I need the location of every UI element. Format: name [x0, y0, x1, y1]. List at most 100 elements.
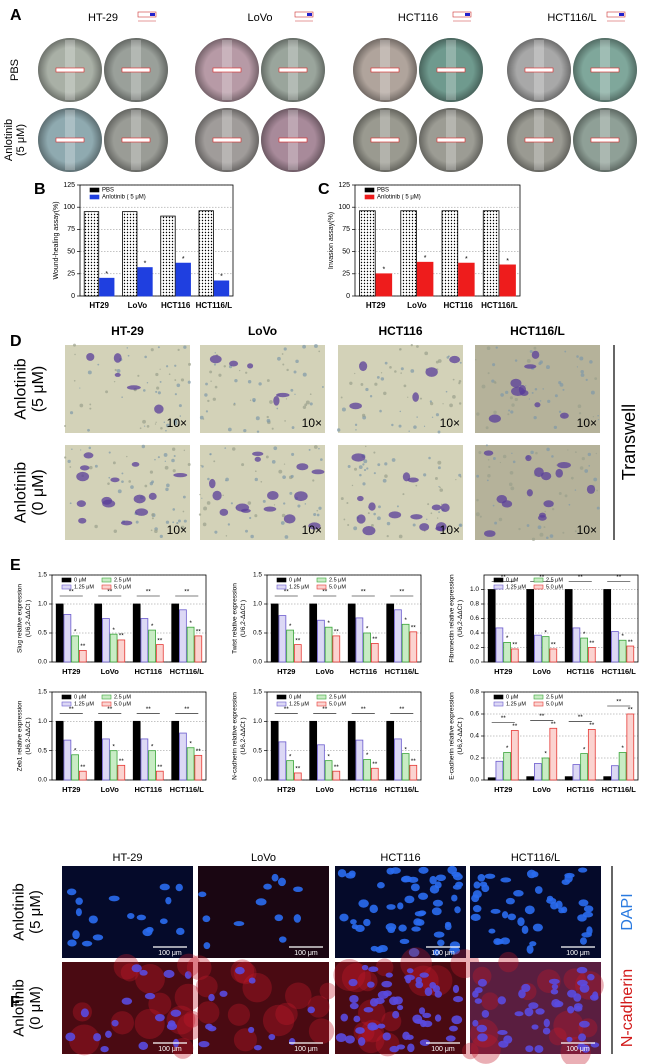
nucleus: [268, 1033, 276, 1041]
nucleus: [367, 1022, 378, 1031]
nucleus: [524, 905, 535, 915]
legend-label: 1.25 μM: [506, 701, 526, 707]
pore: [492, 457, 496, 460]
bar: [102, 738, 110, 781]
nucleus: [369, 998, 379, 1007]
nucleus: [248, 1026, 255, 1033]
nucleus: [263, 883, 272, 890]
pore: [458, 473, 462, 477]
pore: [416, 416, 418, 418]
pore: [394, 370, 397, 373]
nucleus: [405, 1034, 414, 1040]
bracket-label: **: [578, 714, 584, 721]
cytoplasm: [186, 955, 212, 981]
bar: [603, 589, 612, 663]
pore: [376, 375, 380, 379]
stained-cell: [131, 462, 140, 467]
x-tick-label: HCT116/L: [196, 301, 233, 310]
transwell-image: [65, 345, 190, 433]
cytoplasm: [233, 1028, 257, 1052]
nucleus: [418, 910, 427, 916]
fluorescence-image: [198, 866, 329, 958]
column-header: HCT116/L: [547, 12, 596, 24]
nucleus: [476, 1024, 488, 1033]
nucleus: [165, 896, 172, 905]
x-tick-label: HCT116: [566, 667, 594, 676]
pore: [209, 370, 213, 374]
pore: [439, 488, 444, 492]
bar: [510, 648, 519, 663]
pore: [159, 380, 162, 383]
pore: [437, 466, 441, 470]
pore: [436, 517, 439, 519]
bar: [580, 637, 588, 663]
significance: *: [383, 267, 386, 274]
pore: [580, 369, 584, 374]
nucleus: [477, 978, 487, 987]
pore: [302, 372, 307, 377]
pore: [154, 458, 156, 461]
stained-cell: [440, 503, 450, 512]
bar: [155, 770, 164, 781]
scale-label: [436, 137, 466, 143]
bar: [198, 210, 214, 297]
pore: [79, 403, 84, 408]
pore: [340, 497, 344, 501]
nucleus: [415, 919, 425, 926]
stained-cell: [76, 471, 90, 482]
nucleus: [350, 919, 357, 925]
bar: [278, 741, 287, 781]
nucleus: [363, 1007, 374, 1013]
bar: [347, 720, 356, 781]
pore: [412, 523, 416, 527]
y-tick-label: 1.5: [38, 572, 47, 579]
nucleus: [410, 883, 420, 892]
bar: [148, 629, 156, 663]
pore: [234, 378, 238, 383]
nucleus: [429, 981, 437, 989]
pore: [318, 350, 321, 353]
pore: [435, 477, 438, 480]
significance: *: [404, 617, 407, 624]
bar: [355, 617, 364, 663]
nucleus: [578, 867, 588, 873]
bar: [117, 764, 126, 781]
stain-label: DAPI: [619, 893, 636, 930]
x-tick-label: LoVo: [533, 785, 552, 794]
nucleus: [531, 1024, 539, 1030]
significance: *: [506, 258, 509, 265]
stained-cell: [229, 360, 239, 367]
nucleus: [203, 942, 211, 950]
pore: [222, 494, 224, 497]
pore: [108, 451, 111, 454]
pore: [353, 526, 358, 531]
pore: [492, 363, 496, 367]
y-tick-label: 1.0: [470, 586, 479, 593]
cytoplasm: [195, 975, 218, 998]
bar: [499, 264, 516, 297]
y-axis-label: (U6,2-ΔΔCt ): [25, 717, 32, 754]
nucleus: [451, 1015, 463, 1025]
pore: [312, 479, 315, 482]
stained-cell: [510, 378, 522, 388]
nucleus: [139, 969, 148, 976]
bar: [63, 739, 72, 781]
bar: [363, 759, 371, 781]
legend-label: 5.0 μM: [546, 584, 563, 590]
nucleus: [578, 899, 589, 907]
significance: **: [157, 764, 163, 771]
significance: *: [583, 746, 586, 753]
pore: [64, 456, 67, 459]
pore: [402, 493, 405, 496]
pore: [172, 447, 176, 451]
nucleus: [524, 1007, 534, 1017]
bar: [186, 747, 195, 781]
legend-swatch: [316, 577, 327, 583]
pore: [213, 460, 216, 463]
nucleus: [418, 866, 429, 874]
nucleus: [392, 1010, 400, 1019]
plot-frame: [266, 691, 422, 781]
legend-label: PBS: [102, 188, 114, 194]
stained-cell: [134, 508, 149, 516]
